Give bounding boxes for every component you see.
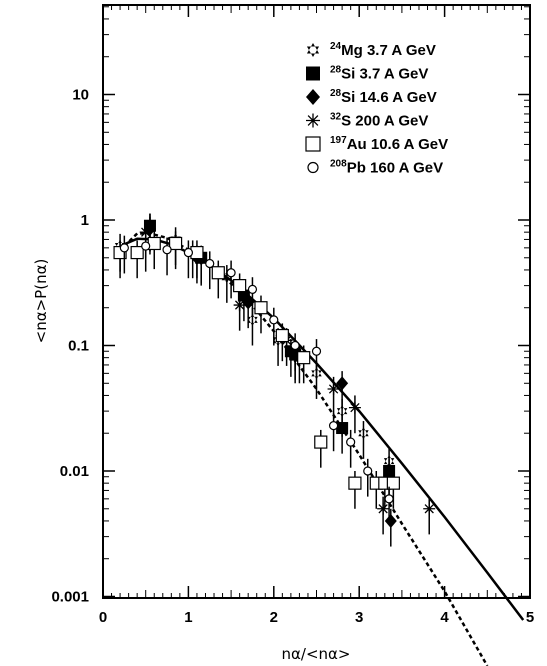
fit-curves: [123, 232, 525, 666]
data-point: [327, 383, 340, 396]
data-point: [141, 241, 151, 251]
data-point: [211, 266, 225, 280]
data-point: [386, 476, 400, 490]
x-tick-label: 1: [184, 609, 192, 626]
data-points: [113, 213, 436, 547]
data-point: [183, 247, 193, 258]
data-point: [226, 268, 236, 278]
y-tick-label: 0.1: [68, 338, 89, 355]
data-point: [139, 226, 152, 239]
y-tick-label: 10: [72, 87, 89, 104]
legend-marker: [305, 136, 321, 152]
y-tick-label: 0.001: [51, 589, 89, 606]
legend-label: 197Au 10.6 A GeV: [330, 135, 448, 153]
data-point: [311, 346, 322, 356]
x-tick-label: 3: [355, 609, 363, 626]
x-tick-label: 2: [270, 609, 278, 626]
data-point: [348, 476, 362, 490]
data-point: [358, 427, 369, 440]
data-point: [423, 502, 436, 515]
data-point: [336, 422, 349, 435]
data-point: [314, 435, 328, 449]
x-tick-label: 0: [99, 609, 107, 626]
data-point: [384, 494, 394, 504]
data-point: [247, 313, 258, 326]
legend-label: 28Si 3.7 A GeV: [330, 65, 428, 83]
data-point: [269, 315, 279, 325]
data-point: [233, 279, 247, 293]
data-point: [311, 367, 322, 380]
legend-marker: [307, 161, 319, 174]
data-point: [242, 295, 255, 310]
data-point: [348, 401, 361, 414]
data-point: [168, 236, 183, 251]
legend: 24Mg 3.7 A GeV 28Si 3.7 A GeV 28Si 14.6 A …: [305, 41, 448, 177]
fit-curve-solid: [123, 237, 525, 621]
legend-marker: [306, 43, 320, 57]
legend-marker: [306, 113, 320, 128]
legend-label: 28Si 14.6 A GeV: [330, 88, 437, 106]
legend-marker: [306, 89, 320, 105]
x-tick-label: 4: [440, 609, 449, 626]
data-point: [247, 284, 258, 294]
legend-marker: [306, 66, 320, 81]
data-point: [290, 340, 300, 351]
legend-label: 24Mg 3.7 A GeV: [330, 41, 436, 59]
data-point: [254, 301, 268, 315]
data-point: [346, 437, 356, 447]
legend-label: 208Pb 160 A GeV: [330, 159, 443, 177]
data-point: [275, 328, 289, 343]
data-point: [297, 351, 311, 365]
data-point: [119, 243, 129, 253]
data-point: [383, 455, 395, 468]
data-point: [384, 513, 397, 528]
legend-label: 32S 200 A GeV: [330, 112, 428, 130]
y-axis-label: <nα>P(nα): [32, 259, 50, 344]
y-tick-label: 1: [81, 212, 89, 229]
x-axis-label: nα/<nα>: [282, 645, 351, 663]
fit-curve-dotted: [123, 232, 489, 666]
data-point: [363, 466, 373, 476]
data-point: [383, 465, 396, 477]
axes: 0 1 2 3 4 5 0.001 0.01 0.1 1 10: [51, 5, 534, 626]
data-point: [205, 258, 215, 269]
data-point: [147, 236, 161, 251]
data-point: [130, 245, 144, 260]
y-tick-label: 0.01: [60, 463, 89, 480]
x-tick-label: 5: [526, 609, 534, 626]
data-point: [328, 421, 339, 431]
data-point: [162, 245, 172, 255]
data-point: [336, 376, 349, 391]
data-point: [377, 502, 390, 515]
data-point: [336, 405, 348, 418]
